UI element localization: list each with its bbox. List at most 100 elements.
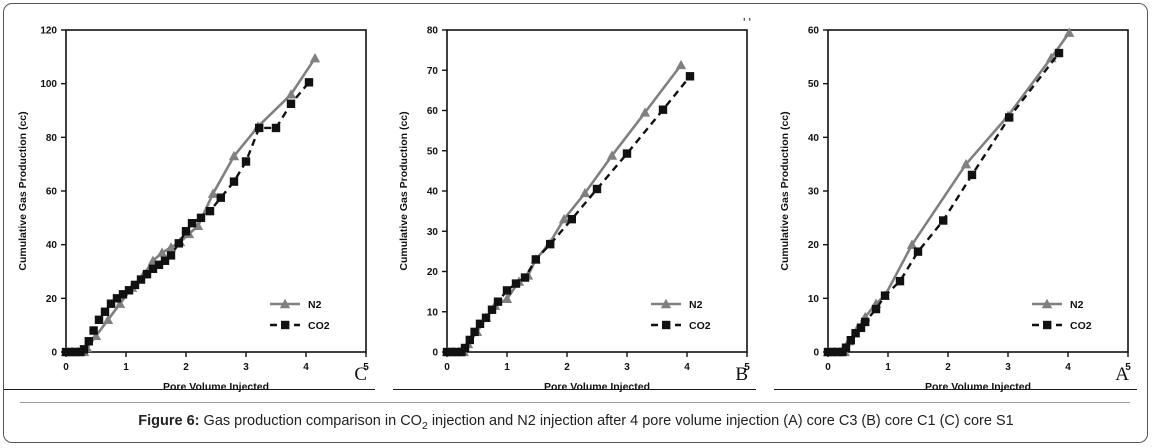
- y-tick-label: 20: [46, 294, 58, 305]
- x-axis: 0 1 2 3 4 5: [825, 352, 1131, 373]
- data-point-marker: [255, 123, 264, 133]
- series-n2: [441, 59, 687, 357]
- x-tick-label: 3: [1005, 362, 1011, 373]
- data-point-marker: [207, 188, 219, 198]
- data-point-marker: [205, 206, 215, 216]
- y-axis-title: Cumulative Gas Production (cc): [17, 111, 29, 270]
- data-point-marker: [71, 347, 80, 357]
- data-point-marker: [493, 297, 503, 306]
- data-point-marker: [658, 105, 668, 114]
- legend-label-co2: CO2: [1070, 320, 1092, 332]
- data-point-marker: [606, 150, 618, 160]
- panel-bottom-rule: [4, 389, 375, 390]
- y-tick-label: 0: [813, 348, 819, 359]
- series-co2: [823, 48, 1064, 357]
- y-axis-title: Cumulative Gas Production (cc): [779, 111, 791, 270]
- data-point-marker: [939, 216, 948, 225]
- legend-marker-co2: [281, 320, 290, 330]
- data-point-marker: [160, 256, 170, 265]
- chart-panel-b: 0 10 20 30 40 50 60 70 80 0 1 2 3 4 5 Pore Volume Injec…: [385, 4, 766, 400]
- data-point-marker: [895, 276, 905, 286]
- data-point-marker: [511, 279, 521, 288]
- x-tick-label: 4: [1065, 362, 1071, 373]
- y-tick-label: 50: [808, 79, 820, 90]
- x-axis: 0 1 2 3 4 5: [444, 352, 750, 373]
- data-point-marker: [487, 305, 497, 314]
- data-point-marker: [165, 242, 177, 252]
- data-point-marker: [228, 150, 240, 161]
- x-tick-label: 1: [885, 362, 891, 373]
- y-tick-label: 20: [427, 267, 439, 278]
- panel-bottom-rule: [774, 389, 1137, 390]
- panel-bottom-rule: [393, 389, 756, 390]
- data-point-marker: [846, 335, 855, 345]
- data-point-marker: [823, 347, 833, 357]
- data-point-marker: [84, 337, 93, 346]
- caption-figure-number: Figure 6:: [138, 413, 200, 429]
- data-point-marker: [531, 255, 540, 264]
- data-point-marker: [960, 158, 972, 169]
- x-tick-label: 2: [945, 362, 951, 373]
- legend-label-n2: N2: [308, 299, 322, 311]
- data-point-marker: [861, 317, 870, 327]
- data-point-marker: [61, 347, 71, 357]
- y-tick-label: 30: [808, 187, 820, 198]
- data-point-marker: [871, 304, 881, 314]
- y-tick-label: 30: [427, 227, 439, 238]
- data-point-marker: [216, 193, 225, 202]
- data-point-marker: [229, 177, 239, 186]
- data-point-marker: [470, 327, 479, 337]
- x-tick-label: 2: [564, 362, 570, 373]
- data-point-marker: [675, 59, 687, 70]
- data-point-marker: [1005, 113, 1014, 122]
- data-point-marker: [502, 286, 512, 295]
- y-tick-label: 40: [46, 240, 58, 251]
- data-point-marker: [154, 260, 164, 269]
- data-point-marker: [187, 219, 197, 228]
- series-n2: [822, 27, 1075, 357]
- y-tick-label: 0: [432, 348, 438, 359]
- legend-label-n2: N2: [689, 299, 703, 311]
- chart-panel-c: 0 20 40 60 80 100 120 0 1 2 3 4 5 Pore Volume Injecte…: [4, 4, 385, 400]
- data-point-marker: [130, 280, 140, 290]
- chart-legend: N2 CO2: [1032, 298, 1092, 332]
- chart-legend: N2 CO2: [651, 298, 711, 332]
- y-tick-label: 50: [427, 146, 439, 157]
- y-axis-title: Cumulative Gas Production (cc): [398, 111, 410, 270]
- x-axis-title: Pore Volume Injected: [925, 381, 1031, 393]
- data-point-marker: [94, 315, 104, 324]
- data-point-marker: [501, 293, 513, 304]
- data-point-marker: [567, 214, 576, 224]
- data-point-marker: [442, 347, 452, 357]
- x-axis: 0 1 2 3 4 5: [63, 352, 369, 373]
- chart-svg-a: 0 10 20 30 40 50 60 0 1 2 3 4 5 Pore Volume Injected C…: [779, 26, 1131, 394]
- legend-marker-co2: [662, 320, 671, 330]
- panel-letter-b: B: [735, 364, 748, 385]
- y-axis: 0 10 20 30 40 50 60 70 80: [427, 26, 447, 359]
- data-point-marker: [851, 329, 860, 338]
- data-point-marker: [102, 314, 114, 324]
- data-point-marker: [841, 343, 851, 352]
- data-point-marker: [148, 264, 158, 274]
- series-line: [447, 64, 683, 354]
- data-point-marker: [546, 239, 555, 249]
- data-point-marker: [639, 107, 651, 117]
- caption-subscript: 2: [421, 419, 428, 432]
- x-tick-label: 2: [183, 362, 189, 373]
- data-point-marker: [309, 52, 321, 63]
- data-point-marker: [166, 251, 176, 260]
- series-line: [828, 52, 1060, 354]
- data-point-marker: [136, 275, 146, 284]
- x-tick-label: 1: [123, 362, 129, 373]
- panel-letter-a: A: [1115, 364, 1129, 385]
- x-axis-title: Pore Volume Injected: [163, 381, 269, 393]
- data-point-marker: [66, 347, 75, 357]
- legend-marker-co2: [1043, 320, 1052, 330]
- y-tick-label: 60: [427, 106, 439, 117]
- y-axis: 0 10 20 30 40 50 60: [808, 26, 828, 359]
- data-point-marker: [106, 299, 116, 308]
- data-point-marker: [906, 239, 918, 249]
- data-point-marker: [271, 123, 281, 133]
- data-point-marker: [460, 343, 470, 353]
- data-point-marker: [465, 335, 474, 345]
